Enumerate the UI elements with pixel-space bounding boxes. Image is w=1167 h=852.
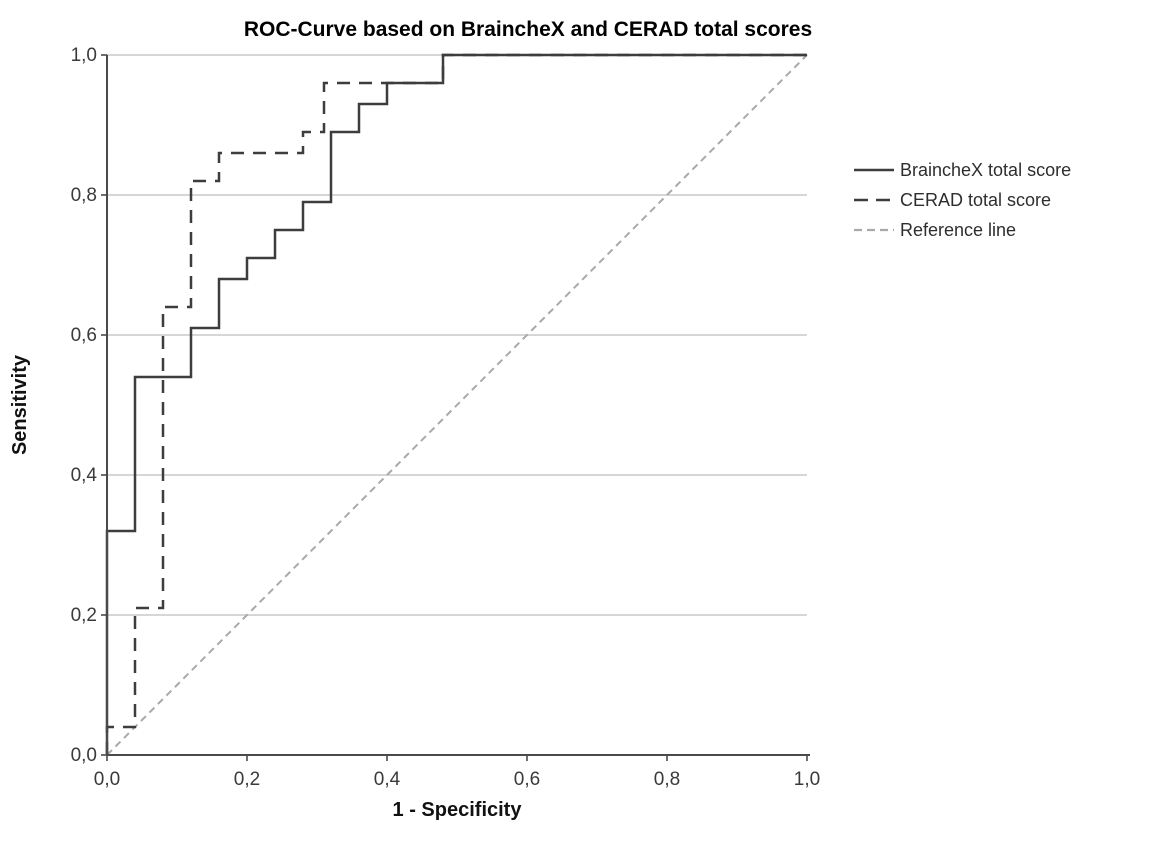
y-tick-label: 0,8 <box>71 185 97 206</box>
y-tick-label: 0,2 <box>71 605 97 626</box>
x-tick-label: 0,6 <box>514 769 540 790</box>
x-tick-label: 0,0 <box>94 769 120 790</box>
legend-item-brainchex: BraincheX total score <box>853 155 1071 185</box>
legend-label-reference: Reference line <box>900 219 1017 240</box>
legend-line-dashed-icon <box>854 198 894 202</box>
reference-line <box>106 54 808 756</box>
legend-label-brainchex: BraincheX total score <box>900 159 1072 180</box>
legend-item-cerad: CERAD total score <box>853 185 1071 215</box>
x-tick-label: 0,4 <box>374 769 401 790</box>
cerad-curve <box>105 53 807 755</box>
x-axis-title: 1 - Specificity <box>392 799 522 821</box>
legend-item-reference: Reference line <box>853 215 1071 245</box>
chart-title: ROC-Curve based on BraincheX and CERAD t… <box>243 18 813 41</box>
brainchex-curve <box>105 53 807 755</box>
legend-line-reference-icon <box>854 228 894 232</box>
y-tick-label: 1,0 <box>71 45 97 66</box>
x-tick-label: 0,2 <box>234 769 260 790</box>
legend-line-solid-icon <box>854 168 894 172</box>
legend: BraincheX total score CERAD total score … <box>853 155 1071 245</box>
y-tick-label: 0,6 <box>71 325 97 346</box>
x-tick-label: 0,8 <box>654 769 680 790</box>
legend-label-cerad: CERAD total score <box>900 189 1052 210</box>
y-tick-label: 0,4 <box>71 465 98 486</box>
y-tick-label: 0,0 <box>71 745 97 766</box>
x-tick-label: 1,0 <box>794 769 820 790</box>
